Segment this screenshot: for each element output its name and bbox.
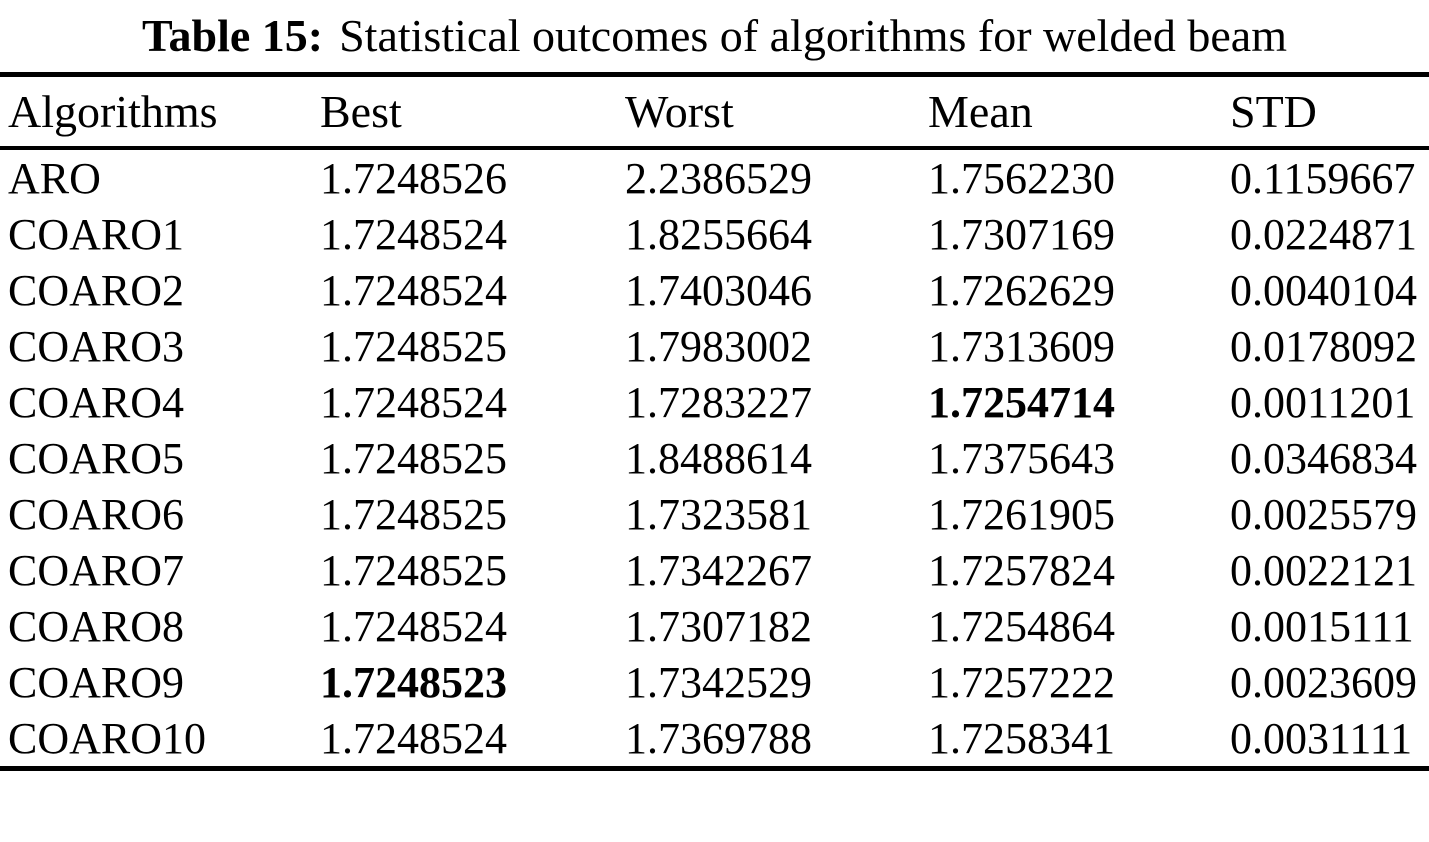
- cell-best: 1.7248526: [320, 153, 507, 203]
- cell-worst: 1.7983002: [625, 321, 812, 371]
- header-row: Algorithms Best Worst Mean STD: [0, 72, 1429, 150]
- cell-std: 0.0178092: [1230, 321, 1417, 371]
- cell-best: 1.7248524: [320, 209, 507, 259]
- table-row: COARO10 1.7248524 1.7369788 1.7258341 0.0031…: [0, 710, 1429, 771]
- cell-std: 0.0040104: [1230, 265, 1417, 315]
- table-row: COARO9 1.7248523 1.7342529 1.7257222 0.00236…: [0, 654, 1429, 710]
- column-header-best: Best: [320, 72, 625, 150]
- cell-algorithm: COARO2: [8, 265, 185, 315]
- table-row: ARO 1.7248526 2.2386529 1.7562230 0.1159667: [0, 148, 1429, 206]
- column-header-worst: Worst: [625, 72, 928, 150]
- cell-std: 0.0011201: [1230, 377, 1416, 427]
- cell-algorithm: COARO7: [8, 545, 185, 595]
- cell-mean: 1.7375643: [928, 433, 1115, 483]
- table-caption-label: Table 15:: [142, 10, 324, 61]
- table-row: COARO3 1.7248525 1.7983002 1.7313609 0.01780…: [0, 318, 1429, 374]
- cell-worst: 1.7323581: [625, 489, 812, 539]
- cell-worst: 1.7307182: [625, 601, 812, 651]
- cell-worst: 1.7283227: [625, 377, 812, 427]
- table-row: COARO1 1.7248524 1.8255664 1.7307169 0.02248…: [0, 206, 1429, 262]
- cell-algorithm: COARO1: [8, 209, 185, 259]
- cell-best: 1.7248524: [320, 377, 507, 427]
- cell-mean: 1.7258341: [928, 710, 1230, 771]
- cell-algorithm: COARO8: [8, 601, 185, 651]
- cell-best: 1.7248525: [320, 489, 507, 539]
- cell-best: 1.7248524: [320, 601, 507, 651]
- cell-worst: 2.2386529: [625, 153, 812, 203]
- cell-std: 0.0015111: [1230, 601, 1414, 651]
- cell-worst: 1.8255664: [625, 209, 812, 259]
- cell-std: 0.0224871: [1230, 209, 1417, 259]
- cell-algorithm: COARO9: [8, 657, 185, 707]
- cell-mean: 1.7254864: [928, 601, 1115, 651]
- column-header-mean: Mean: [928, 72, 1230, 150]
- cell-std: 0.0346834: [1230, 433, 1417, 483]
- cell-mean: 1.7262629: [928, 265, 1115, 315]
- table-row: COARO8 1.7248524 1.7307182 1.7254864 0.00151…: [0, 598, 1429, 654]
- cell-std: 0.1159667: [1230, 153, 1416, 203]
- cell-std: 0.0025579: [1230, 489, 1417, 539]
- column-header-std: STD: [1230, 72, 1429, 150]
- cell-best: 1.7248525: [320, 545, 507, 595]
- cell-mean: 1.7257824: [928, 545, 1115, 595]
- cell-algorithm: COARO5: [8, 433, 185, 483]
- cell-mean: 1.7313609: [928, 321, 1115, 371]
- cell-best: 1.7248524: [320, 265, 507, 315]
- cell-std: 0.0031111: [1230, 710, 1429, 771]
- cell-mean: 1.7261905: [928, 489, 1115, 539]
- table-row: COARO7 1.7248525 1.7342267 1.7257824 0.00221…: [0, 542, 1429, 598]
- table-caption-text: Statistical outcomes of algorithms for w…: [339, 10, 1287, 61]
- cell-best: 1.7248525: [320, 321, 507, 371]
- cell-algorithm: COARO10: [0, 710, 320, 771]
- cell-mean: 1.7562230: [928, 153, 1115, 203]
- cell-mean: 1.7307169: [928, 209, 1115, 259]
- column-header-algorithms: Algorithms: [0, 72, 320, 150]
- table-row: COARO4 1.7248524 1.7283227 1.7254714 0.00112…: [0, 374, 1429, 430]
- table-row: COARO5 1.7248525 1.8488614 1.7375643 0.03468…: [0, 430, 1429, 486]
- table-row: COARO6 1.7248525 1.7323581 1.7261905 0.00255…: [0, 486, 1429, 542]
- cell-algorithm: ARO: [8, 153, 101, 203]
- cell-std: 0.0022121: [1230, 545, 1417, 595]
- statistics-table: Algorithms Best Worst Mean STD ARO 1.7248…: [0, 72, 1429, 771]
- cell-worst: 1.7342267: [625, 545, 812, 595]
- cell-best: 1.7248525: [320, 433, 507, 483]
- cell-worst: 1.7403046: [625, 265, 812, 315]
- cell-std: 0.0023609: [1230, 657, 1417, 707]
- table-row: COARO2 1.7248524 1.7403046 1.7262629 0.00401…: [0, 262, 1429, 318]
- cell-algorithm: COARO6: [8, 489, 185, 539]
- cell-worst: 1.7342529: [625, 657, 812, 707]
- cell-best: 1.7248524: [320, 710, 625, 771]
- cell-algorithm: COARO3: [8, 321, 185, 371]
- cell-mean: 1.7257222: [928, 657, 1115, 707]
- cell-worst: 1.8488614: [625, 433, 812, 483]
- cell-worst: 1.7369788: [625, 710, 928, 771]
- cell-mean: 1.7254714: [928, 377, 1115, 427]
- cell-algorithm: COARO4: [8, 377, 185, 427]
- table-caption: Table 15: Statistical outcomes of algorit…: [0, 0, 1429, 72]
- cell-best: 1.7248523: [320, 657, 507, 707]
